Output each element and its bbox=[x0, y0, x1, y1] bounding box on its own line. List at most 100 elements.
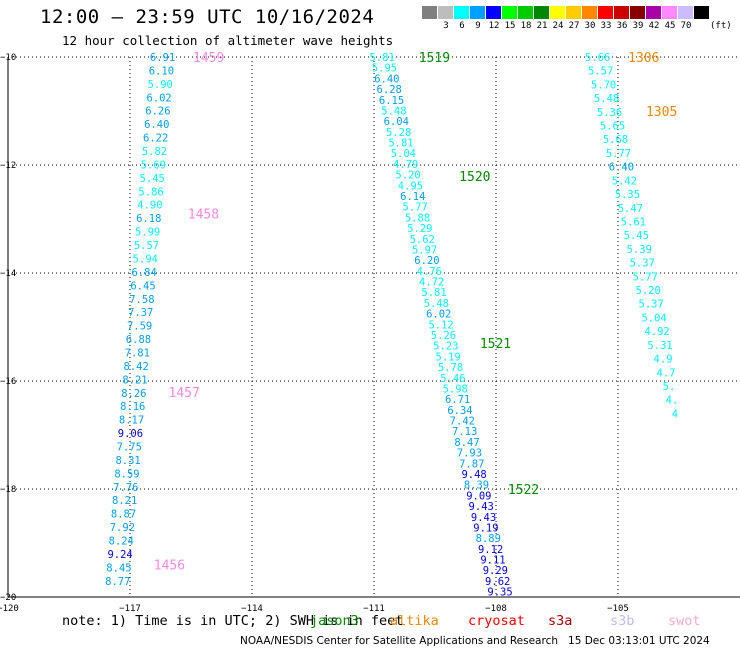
wave-height-value: 5.45 bbox=[140, 173, 165, 185]
wave-height-value: 6.88 bbox=[126, 334, 151, 346]
pass-time-label: 1456 bbox=[154, 559, 185, 574]
colorbar-swatch bbox=[518, 6, 534, 19]
wave-height-value: 8.87 bbox=[111, 509, 136, 521]
page-subtitle: 12 hour collection of altimeter wave hei… bbox=[62, 33, 394, 48]
wave-height-value: 5.97 bbox=[412, 244, 437, 256]
wave-height-value: 7.87 bbox=[459, 458, 484, 470]
colorbar-swatch bbox=[694, 6, 710, 19]
wave-height-value: 8.31 bbox=[115, 455, 140, 467]
wave-height-value: 5.37 bbox=[630, 258, 655, 270]
colorbar-swatch bbox=[566, 6, 582, 19]
colorbar-tick-label: 39 bbox=[632, 21, 644, 31]
colorbar-swatch bbox=[470, 6, 486, 19]
wave-height-value: 5.82 bbox=[142, 146, 167, 158]
colorbar-swatch bbox=[630, 6, 646, 19]
wave-height-value: 5.86 bbox=[138, 186, 163, 198]
wave-height-value: 5.36 bbox=[597, 107, 622, 119]
wave-height-value: 6.26 bbox=[145, 106, 170, 118]
pass-time-label: 1457 bbox=[169, 386, 200, 401]
colorbar-tick-label: 27 bbox=[568, 21, 580, 31]
wave-height-value: 6.71 bbox=[445, 394, 470, 406]
wave-height-value: 8.26 bbox=[121, 388, 146, 400]
colorbar-labels: 3 6 9 12 15 18 21 24 27 30 33 36 39 42 45 70 (ft) bbox=[422, 21, 731, 31]
wave-height-value: 5. bbox=[663, 381, 676, 393]
colorbar-swatch bbox=[422, 6, 438, 19]
wave-height-value: 4.92 bbox=[644, 326, 669, 338]
wave-height-value: 4.95 bbox=[398, 180, 423, 192]
wave-height-value: 5.81 bbox=[388, 138, 413, 150]
wave-height-value: 5.78 bbox=[438, 362, 463, 374]
wave-height-value: 8.45 bbox=[106, 562, 131, 574]
lat-tick-label: −14 bbox=[0, 269, 16, 279]
colorbar-tick-label: 3 bbox=[443, 21, 449, 31]
credit-line: NOAA/NESDIS Center for Satellite Applica… bbox=[240, 635, 710, 647]
colorbar-tick-label: 36 bbox=[616, 21, 628, 31]
wave-height-value: 5.47 bbox=[618, 203, 643, 215]
wave-height-value: 7.75 bbox=[117, 441, 142, 453]
pass-time-label: 1306 bbox=[628, 51, 659, 66]
wave-height-value: 5.57 bbox=[588, 66, 613, 78]
wave-height-value: 8.16 bbox=[120, 401, 145, 413]
colorbar-swatch bbox=[678, 6, 694, 19]
wave-height-value: 9.43 bbox=[471, 512, 496, 524]
wave-height-value: 6.40 bbox=[144, 119, 169, 131]
wave-height-value: 9.43 bbox=[469, 501, 494, 513]
colorbar-tick-label: 18 bbox=[520, 21, 532, 31]
wave-height-value: 5.29 bbox=[407, 223, 432, 235]
wave-height-value: 6.40 bbox=[609, 162, 634, 174]
lon-tick-label: −117 bbox=[119, 604, 141, 614]
wave-height-value: 6.10 bbox=[149, 65, 174, 77]
colorbar-tick-label: 70 bbox=[680, 21, 692, 31]
wave-height-value: 4 bbox=[672, 408, 678, 420]
pass-time-label: 1305 bbox=[646, 105, 677, 120]
wave-height-value: 4.9 bbox=[654, 354, 673, 366]
wave-height-value: 7.37 bbox=[128, 307, 153, 319]
lat-tick-label: −20 bbox=[0, 593, 16, 603]
wave-height-value: 5.19 bbox=[436, 351, 461, 363]
wave-height-value: 5.90 bbox=[148, 79, 173, 91]
lat-tick-label: −18 bbox=[0, 485, 16, 495]
lon-tick-label: −105 bbox=[607, 604, 629, 614]
colorbar-tick-label: 9 bbox=[475, 21, 481, 31]
pass-time-label: 1519 bbox=[419, 51, 450, 66]
wave-height-value: 4.79 bbox=[393, 159, 418, 171]
wave-height-value: 5.69 bbox=[141, 159, 166, 171]
wave-height-value: 5.65 bbox=[600, 121, 625, 133]
lon-tick-label: −111 bbox=[363, 604, 385, 614]
wave-height-value: 5.57 bbox=[134, 240, 159, 252]
colorbar-tick-label: 33 bbox=[600, 21, 612, 31]
wave-height-value: 6.91 bbox=[150, 52, 175, 64]
wave-height-value: 5.70 bbox=[591, 79, 616, 91]
wave-height-value: 8.21 bbox=[122, 374, 147, 386]
colorbar-swatch bbox=[550, 6, 566, 19]
wave-height-value: 7.13 bbox=[452, 426, 477, 438]
wave-height-value: 5.48 bbox=[381, 105, 406, 117]
wave-height-value: 9.09 bbox=[466, 490, 491, 502]
wave-height-value: 5.12 bbox=[428, 319, 453, 331]
wave-height-value: 4.76 bbox=[417, 266, 442, 278]
wave-height-value: 5.77 bbox=[633, 271, 658, 283]
colorbar-tick-label: 24 bbox=[552, 21, 564, 31]
satellite-legend-cryosat: cryosat bbox=[468, 613, 525, 629]
wave-height-value: 6.40 bbox=[374, 73, 399, 85]
lon-tick-label: −114 bbox=[241, 604, 263, 614]
wave-height-value: 5.42 bbox=[612, 175, 637, 187]
wave-height-value: 4.90 bbox=[137, 200, 162, 212]
wave-height-value: 5.66 bbox=[585, 52, 610, 64]
pass-time-label: 1522 bbox=[508, 483, 539, 498]
wave-height-value: 5.04 bbox=[391, 148, 416, 160]
wave-height-value: 7.93 bbox=[457, 448, 482, 460]
colorbar-tick-label: 42 bbox=[648, 21, 660, 31]
colorbar-swatch bbox=[534, 6, 550, 19]
wave-height-value: 7.58 bbox=[129, 294, 154, 306]
wave-height-value: 5.98 bbox=[443, 383, 468, 395]
wave-height-value: 5.99 bbox=[135, 227, 160, 239]
wave-height-value: 5.20 bbox=[636, 285, 661, 297]
colorbar-swatch bbox=[486, 6, 502, 19]
wave-height-value: 6.34 bbox=[447, 405, 472, 417]
wave-height-value: 5.37 bbox=[639, 299, 664, 311]
wave-height-value: 9.62 bbox=[485, 576, 510, 588]
wave-height-value: 5.77 bbox=[403, 202, 428, 214]
wave-height-value: 6.14 bbox=[400, 191, 425, 203]
